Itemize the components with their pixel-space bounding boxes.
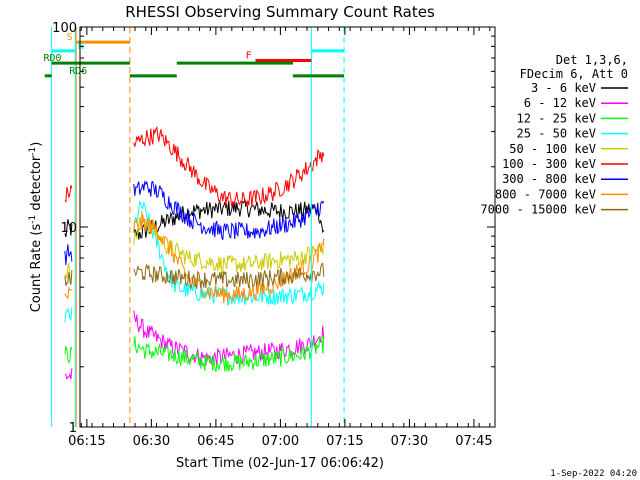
legend-header-1: FDecim 6, Att 0 bbox=[520, 67, 628, 81]
legend-label-1: 6 - 12 keV bbox=[524, 96, 596, 110]
series-line-3-seg-0 bbox=[64, 307, 73, 323]
x-tick-label-2: 06:45 bbox=[197, 434, 234, 449]
timestamp: 1-Sep-2022 04:20 bbox=[550, 469, 637, 479]
x-tick-label-4: 07:15 bbox=[326, 434, 363, 449]
x-tick-label-5: 07:30 bbox=[391, 434, 428, 449]
legend-label-6: 300 - 800 keV bbox=[502, 172, 596, 186]
series-line-5-seg-0 bbox=[64, 185, 73, 203]
legend-label-7: 800 - 7000 keV bbox=[495, 187, 596, 201]
series-line-7-seg-1 bbox=[133, 214, 325, 304]
flag-label-RD6: RD6 bbox=[69, 66, 87, 77]
series-line-4-seg-0 bbox=[64, 262, 73, 281]
flag-label-RD0: RD0 bbox=[43, 53, 61, 64]
legend-label-5: 100 - 300 keV bbox=[502, 157, 596, 171]
chart-title: RHESSI Observing Summary Count Rates bbox=[125, 3, 435, 21]
x-tick-label-0: 06:15 bbox=[68, 434, 105, 449]
series-line-0-seg-0 bbox=[64, 219, 73, 238]
series-line-8-seg-0 bbox=[64, 269, 73, 286]
flag-label-S: S' bbox=[67, 32, 79, 43]
legend-label-3: 25 - 50 keV bbox=[517, 127, 596, 141]
flag-label-F: F bbox=[246, 50, 252, 61]
x-tick-label-6: 07:45 bbox=[455, 434, 492, 449]
series-line-8-seg-1 bbox=[133, 262, 325, 290]
legend-header-0: Det 1,3,6, bbox=[556, 53, 628, 67]
vlines-group bbox=[51, 27, 345, 427]
legend-label-8: 7000 - 15000 keV bbox=[480, 203, 596, 217]
y-tick-label-2: 100 bbox=[52, 21, 77, 36]
y-axis-label-part: Count Rate (s bbox=[29, 224, 44, 313]
y-tick-label-0: 1 bbox=[69, 421, 77, 436]
x-axis-label: Start Time (02-Jun-17 06:06:42) bbox=[176, 456, 384, 471]
series-line-1-seg-1 bbox=[133, 310, 325, 367]
y-axis-label-sup2: -1 bbox=[28, 147, 38, 156]
series-line-4-seg-1 bbox=[133, 210, 325, 274]
series-line-7-seg-0 bbox=[64, 286, 73, 301]
legend-label-2: 12 - 25 keV bbox=[517, 111, 596, 125]
series-line-6-seg-1 bbox=[133, 179, 325, 241]
series-line-2-seg-0 bbox=[64, 344, 73, 364]
series-group bbox=[64, 125, 325, 380]
y-axis-label-sup: -1 bbox=[28, 215, 38, 224]
axes-group: 1 10 100 06:15 06:30 06:45 07:00 07:15 07:30 07:4… bbox=[52, 21, 495, 449]
series-line-1-seg-0 bbox=[64, 368, 73, 380]
x-tick-label-3: 07:00 bbox=[262, 434, 299, 449]
series-line-0-seg-1 bbox=[133, 198, 325, 240]
y-tick-label-1: 10 bbox=[60, 221, 77, 236]
legend-label-0: 3 - 6 keV bbox=[531, 81, 596, 95]
series-line-5-seg-1 bbox=[133, 125, 325, 207]
y-axis-label-end: ) bbox=[29, 142, 44, 147]
legend-label-4: 50 - 100 keV bbox=[509, 142, 596, 156]
x-tick-label-1: 06:30 bbox=[133, 434, 170, 449]
y-axis-label-part2: detector bbox=[29, 155, 44, 215]
series-line-6-seg-0 bbox=[64, 244, 73, 266]
series-line-3-seg-1 bbox=[133, 200, 325, 306]
series-line-2-seg-1 bbox=[133, 335, 325, 372]
y-axis-label: Count Rate (s-1 detector-1) bbox=[28, 142, 44, 313]
